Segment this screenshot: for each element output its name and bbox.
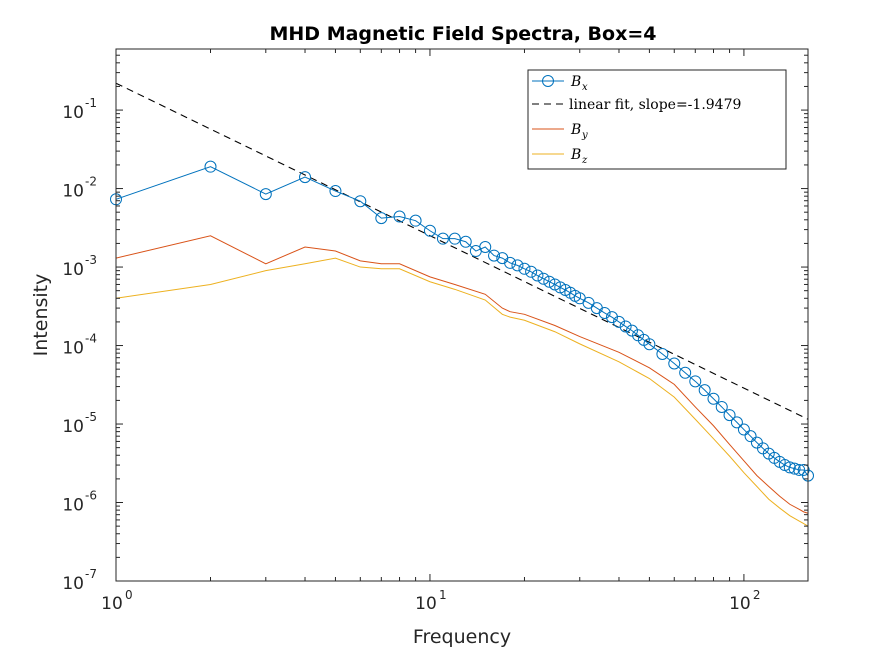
y-axis-label: Intensity bbox=[30, 274, 52, 357]
y-tick-label: 10 bbox=[62, 417, 84, 437]
data-point-bx bbox=[259, 188, 272, 201]
legend-label-sub-bx: x bbox=[582, 82, 588, 93]
series-line-bx bbox=[115, 166, 809, 476]
data-point-bx bbox=[299, 171, 312, 184]
data-point-bx bbox=[204, 160, 217, 173]
data-point-bx bbox=[329, 185, 342, 198]
legend-label-sub-bz: z bbox=[581, 155, 588, 166]
y-tick-label: 10 bbox=[62, 260, 84, 280]
legend-label-bz: B bbox=[570, 147, 581, 163]
data-point-bx bbox=[518, 262, 531, 275]
data-point-bx bbox=[543, 275, 556, 288]
legend-box bbox=[527, 69, 787, 170]
data-point-bx bbox=[598, 306, 611, 319]
data-point-bx bbox=[354, 195, 367, 208]
data-point-bx bbox=[504, 256, 517, 269]
x-tick-exponent: 1 bbox=[439, 588, 447, 602]
x-tick-label: 10 bbox=[415, 594, 437, 614]
x-tick-label: 10 bbox=[101, 594, 123, 614]
y-tick-exponent: -6 bbox=[85, 489, 97, 503]
data-point-bx bbox=[448, 232, 461, 245]
y-tick-label: 10 bbox=[62, 103, 84, 123]
legend-marker-bx bbox=[542, 75, 554, 87]
axes-box bbox=[115, 48, 809, 582]
x-tick-label: 10 bbox=[729, 594, 751, 614]
data-point-bx bbox=[643, 338, 656, 351]
data-point-bx bbox=[537, 272, 550, 285]
series-line-by bbox=[115, 235, 809, 514]
y-tick-exponent: -4 bbox=[85, 332, 97, 346]
legend-label-by: B bbox=[570, 122, 581, 138]
x-tick-exponent: 0 bbox=[125, 588, 133, 602]
y-tick-label: 10 bbox=[62, 574, 84, 594]
series-line-bz bbox=[115, 257, 809, 527]
legend-label-sub-by: y bbox=[581, 130, 588, 141]
data-point-bx bbox=[730, 416, 743, 429]
y-tick-exponent: -1 bbox=[85, 96, 97, 110]
data-point-bx bbox=[656, 348, 669, 361]
data-point-bx bbox=[612, 315, 625, 328]
y-tick-exponent: -5 bbox=[85, 410, 97, 424]
legend-label-fit: linear fit, slope=-1.9479 bbox=[569, 97, 741, 113]
data-point-bx bbox=[679, 366, 692, 379]
data-point-bx bbox=[625, 324, 638, 337]
data-point-bx bbox=[423, 224, 436, 237]
y-tick-label: 10 bbox=[62, 339, 84, 359]
data-point-bx bbox=[525, 265, 538, 278]
tick-layer: 10 0 10 1 10 210 -710 -610 -510 -410 -310 -210 -1 bbox=[62, 49, 808, 614]
data-point-bx bbox=[605, 311, 618, 324]
series-line-fit bbox=[115, 82, 809, 420]
y-tick-label: 10 bbox=[62, 496, 84, 516]
y-tick-exponent: -3 bbox=[85, 253, 97, 267]
data-point-bx bbox=[479, 241, 492, 254]
y-tick-exponent: -7 bbox=[85, 567, 97, 581]
data-point-bx bbox=[488, 249, 501, 262]
data-point-bx bbox=[393, 210, 406, 223]
data-point-bx bbox=[619, 320, 632, 333]
data-point-bx bbox=[788, 462, 801, 475]
data-point-bx bbox=[783, 461, 796, 474]
data-point-bx bbox=[737, 423, 750, 436]
data-point-bx bbox=[531, 269, 544, 282]
data-point-bx bbox=[409, 214, 422, 227]
data-point-bx bbox=[459, 235, 472, 248]
data-point-bx bbox=[793, 463, 806, 476]
data-point-bx bbox=[707, 392, 720, 405]
chart-title: MHD Magnetic Field Spectra, Box=4 bbox=[270, 23, 657, 45]
x-tick-exponent: 2 bbox=[753, 588, 761, 602]
data-point-bx bbox=[375, 212, 388, 225]
data-point-bx bbox=[723, 409, 736, 422]
data-point-bx bbox=[698, 384, 711, 397]
legend-label-bx: B bbox=[570, 74, 581, 90]
data-point-bx bbox=[668, 357, 681, 370]
plot-layer bbox=[110, 82, 814, 527]
data-point-bx bbox=[511, 259, 524, 272]
data-point-bx bbox=[744, 430, 757, 443]
data-point-bx bbox=[436, 232, 449, 245]
data-point-bx bbox=[689, 375, 702, 388]
data-point-bx bbox=[715, 400, 728, 413]
x-axis-label: Frequency bbox=[413, 626, 511, 648]
y-tick-exponent: -2 bbox=[85, 175, 97, 189]
y-tick-label: 10 bbox=[62, 182, 84, 202]
